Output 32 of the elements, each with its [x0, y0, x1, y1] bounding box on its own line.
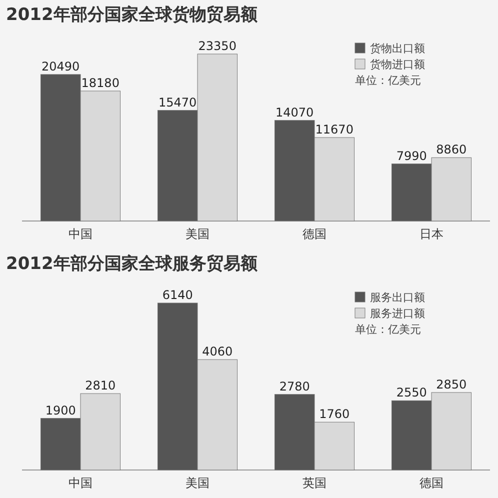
chart-title: 2012年部分国家全球货物贸易额 — [6, 5, 258, 25]
x-tick-label: 德国 — [420, 476, 444, 490]
data-label: 4060 — [202, 344, 233, 359]
data-label: 23350 — [198, 39, 236, 53]
legend-label: 服务进口额 — [370, 307, 425, 320]
legend-label: 货物出口额 — [370, 42, 425, 55]
annotation: 单位：亿美元 — [355, 323, 421, 336]
x-tick-label: 美国 — [186, 476, 210, 490]
data-label: 1760 — [319, 407, 350, 422]
x-tick-label: 日本 — [420, 227, 444, 241]
annotation: 单位：亿美元 — [355, 74, 421, 87]
data-label: 8860 — [436, 142, 467, 157]
data-label: 20490 — [42, 59, 80, 74]
data-label: 2850 — [436, 377, 467, 392]
data-label: 2780 — [279, 379, 310, 394]
data-label: 7990 — [396, 148, 427, 163]
chart-title: 2012年部分国家全球服务贸易额 — [6, 254, 258, 274]
x-tick-label: 美国 — [186, 227, 210, 241]
x-tick-label: 中国 — [68, 476, 92, 490]
data-label: 1900 — [45, 403, 76, 418]
data-label: 2810 — [85, 378, 116, 393]
x-tick-label: 中国 — [68, 227, 92, 241]
data-label: 18180 — [81, 76, 120, 90]
data-label: 15470 — [158, 95, 197, 110]
data-label: 6140 — [162, 288, 193, 302]
legend-label: 货物进口额 — [370, 58, 425, 71]
data-label: 2550 — [396, 386, 427, 400]
x-tick-label: 德国 — [302, 227, 326, 241]
x-tick-label: 英国 — [302, 476, 326, 490]
legend-label: 服务出口额 — [370, 291, 425, 304]
data-label: 11670 — [315, 122, 354, 137]
data-label: 14070 — [276, 105, 314, 120]
